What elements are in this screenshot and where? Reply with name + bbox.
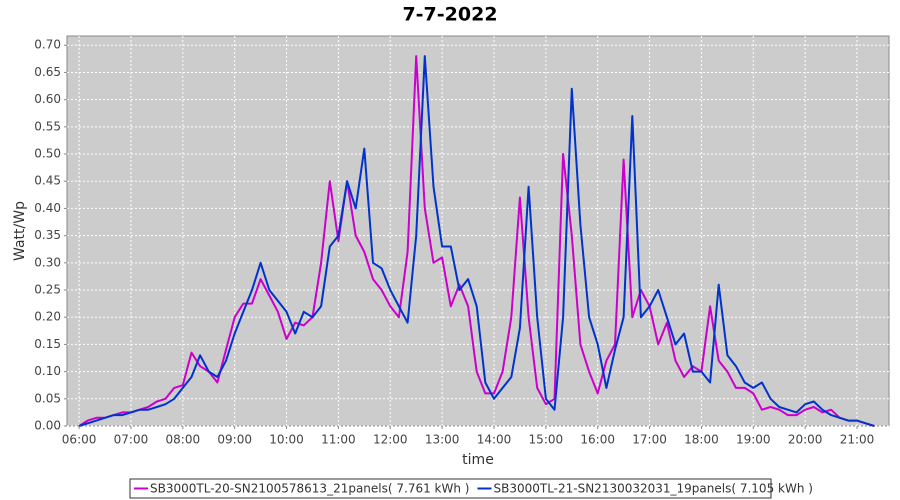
y-tick-label: 0.45 — [34, 174, 61, 188]
y-tick-label: 0.55 — [34, 119, 61, 133]
y-tick-label: 0.05 — [34, 391, 61, 405]
y-tick-label: 0.00 — [34, 419, 61, 433]
x-tick-label: 17:00 — [632, 433, 667, 447]
y-tick-label: 0.20 — [34, 310, 61, 324]
y-tick-label: 0.30 — [34, 255, 61, 269]
x-tick-label: 21:00 — [840, 433, 875, 447]
x-tick-label: 11:00 — [321, 433, 356, 447]
y-tick-label: 0.25 — [34, 283, 61, 297]
x-tick-label: 12:00 — [373, 433, 408, 447]
y-tick-label: 0.10 — [34, 364, 61, 378]
y-tick-label: 0.35 — [34, 228, 61, 242]
series-line — [78, 55, 875, 427]
y-tick-label: 0.65 — [34, 65, 61, 79]
x-tick-label: 15:00 — [529, 433, 564, 447]
x-tick-label: 06:00 — [62, 433, 97, 447]
y-axis-label: Watt/Wp — [12, 201, 28, 261]
legend-label: SB3000TL-21-SN2130032031_19panels( 7.105… — [493, 482, 812, 496]
x-tick-label: 09:00 — [217, 433, 252, 447]
chart-title: 7-7-2022 — [402, 4, 497, 26]
x-tick-label: 08:00 — [166, 433, 201, 447]
x-tick-label: 10:00 — [269, 433, 304, 447]
x-tick-label: 14:00 — [477, 433, 512, 447]
y-tick-label: 0.40 — [34, 201, 61, 215]
plot-area — [66, 35, 890, 427]
y-tick-label: 0.60 — [34, 92, 61, 106]
x-tick-label: 16:00 — [580, 433, 615, 447]
x-tick-label: 19:00 — [736, 433, 771, 447]
x-axis-label: time — [462, 452, 494, 468]
legend-label: SB3000TL-20-SN2100578613_21panels( 7.761… — [150, 482, 469, 496]
y-tick-label: 0.15 — [34, 337, 61, 351]
y-tick-label: 0.70 — [34, 38, 61, 52]
x-tick-label: 18:00 — [684, 433, 719, 447]
x-tick-label: 07:00 — [114, 433, 149, 447]
legend — [129, 478, 772, 499]
x-tick-label: 20:00 — [788, 433, 823, 447]
series-line — [78, 55, 875, 427]
x-tick-label: 13:00 — [425, 433, 460, 447]
y-tick-label: 0.50 — [34, 147, 61, 161]
